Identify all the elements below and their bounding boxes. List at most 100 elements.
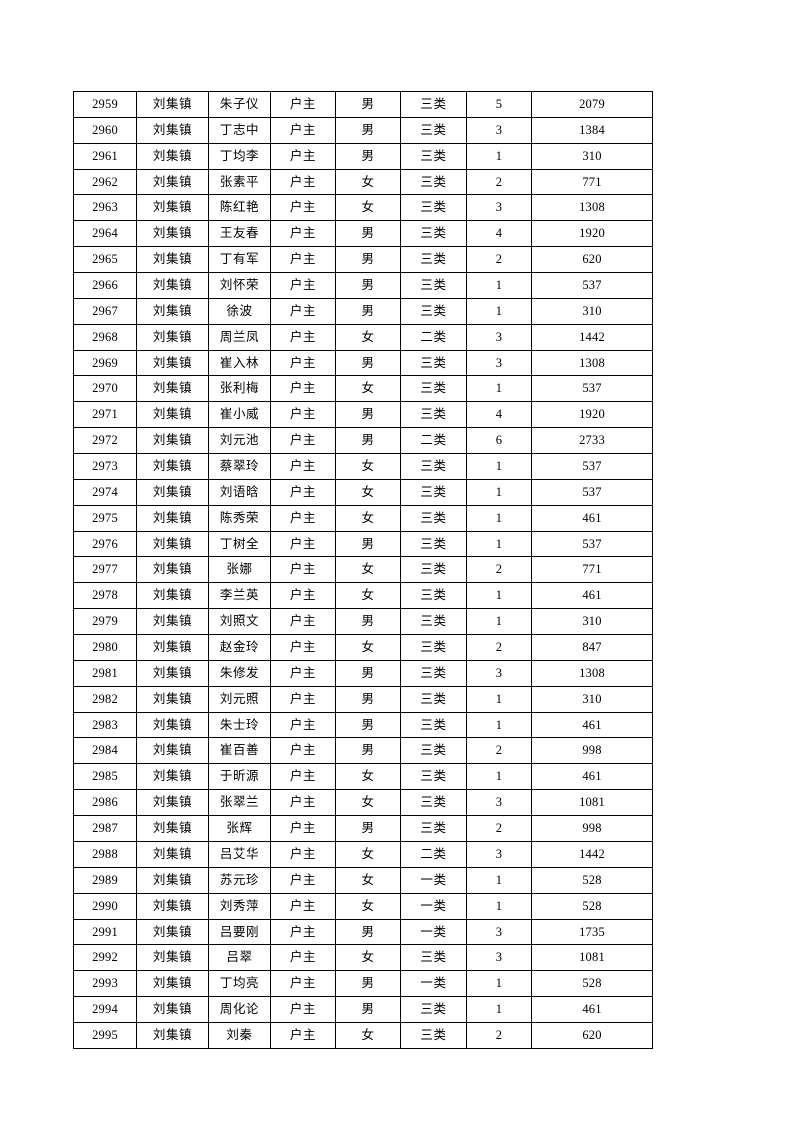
cell-amount: 461 <box>531 763 653 791</box>
cell-sequence-number: 2962 <box>73 168 137 196</box>
table-row: 2966 刘集镇 刘怀荣 户主男三类 1 537 <box>73 272 653 299</box>
cell-sequence-number: 2979 <box>73 608 137 636</box>
cell-gender: 男 <box>335 246 401 274</box>
cell-person-name: 陈秀荣 <box>208 504 271 532</box>
cell-household-size: 3 <box>466 194 532 222</box>
cell-relationship: 户主 <box>270 685 336 713</box>
cell-sequence-number: 2976 <box>73 530 137 558</box>
cell-amount: 1735 <box>531 918 653 946</box>
cell-sequence-number: 2992 <box>73 944 137 972</box>
cell-gender: 男 <box>335 608 401 636</box>
cell-gender: 女 <box>335 556 401 584</box>
cell-amount: 998 <box>531 815 653 842</box>
cell-category: 一类 <box>400 866 467 894</box>
cell-relationship: 户主 <box>270 504 336 532</box>
cell-category: 二类 <box>400 427 467 455</box>
table-row: 2959 刘集镇 朱子仪 户主男三类 5 2079 <box>73 91 653 118</box>
table-row: 2964 刘集镇 王友春 户主男三类 4 1920 <box>73 220 653 248</box>
table-row: 2984 刘集镇 崔百善 户主男三类 2 998 <box>73 737 653 765</box>
cell-sequence-number: 2995 <box>73 1021 137 1049</box>
cell-household-size: 1 <box>466 582 532 610</box>
cell-category: 三类 <box>400 789 467 817</box>
cell-sequence-number: 2978 <box>73 582 137 610</box>
cell-relationship: 户主 <box>270 608 336 636</box>
cell-person-name: 赵金玲 <box>208 634 271 661</box>
cell-person-name: 刘元照 <box>208 685 271 713</box>
table-row: 2983 刘集镇 朱士玲 户主男三类 1 461 <box>73 711 653 739</box>
table-row: 2973 刘集镇 蔡翠玲 户主女三类 1 537 <box>73 453 653 480</box>
cell-person-name: 崔百善 <box>208 737 271 765</box>
cell-township: 刘集镇 <box>136 194 209 222</box>
cell-household-size: 1 <box>466 996 532 1023</box>
cell-amount: 461 <box>531 711 653 739</box>
cell-household-size: 1 <box>466 478 532 506</box>
cell-sequence-number: 2969 <box>73 349 137 377</box>
cell-household-size: 1 <box>466 453 532 480</box>
cell-category: 三类 <box>400 453 467 480</box>
cell-household-size: 1 <box>466 504 532 532</box>
cell-township: 刘集镇 <box>136 1021 209 1049</box>
cell-township: 刘集镇 <box>136 789 209 817</box>
cell-relationship: 户主 <box>270 272 336 299</box>
cell-gender: 女 <box>335 840 401 868</box>
cell-category: 三类 <box>400 634 467 661</box>
cell-amount: 1081 <box>531 789 653 817</box>
cell-person-name: 张翠兰 <box>208 789 271 817</box>
cell-sequence-number: 2972 <box>73 427 137 455</box>
cell-relationship: 户主 <box>270 530 336 558</box>
cell-amount: 537 <box>531 478 653 506</box>
cell-sequence-number: 2977 <box>73 556 137 584</box>
cell-township: 刘集镇 <box>136 530 209 558</box>
cell-township: 刘集镇 <box>136 892 209 920</box>
cell-person-name: 张娜 <box>208 556 271 584</box>
cell-category: 三类 <box>400 608 467 636</box>
cell-gender: 女 <box>335 478 401 506</box>
cell-amount: 537 <box>531 272 653 299</box>
cell-sequence-number: 2985 <box>73 763 137 791</box>
cell-relationship: 户主 <box>270 401 336 429</box>
cell-category: 二类 <box>400 840 467 868</box>
cell-household-size: 3 <box>466 349 532 377</box>
cell-sequence-number: 2994 <box>73 996 137 1023</box>
cell-person-name: 徐波 <box>208 297 271 325</box>
cell-person-name: 刘语晗 <box>208 478 271 506</box>
cell-gender: 女 <box>335 504 401 532</box>
cell-household-size: 3 <box>466 840 532 868</box>
cell-township: 刘集镇 <box>136 840 209 868</box>
table-row: 2989 刘集镇 苏元珍 户主女一类 1 528 <box>73 866 653 894</box>
cell-person-name: 丁树全 <box>208 530 271 558</box>
cell-relationship: 户主 <box>270 659 336 687</box>
cell-household-size: 1 <box>466 763 532 791</box>
cell-township: 刘集镇 <box>136 453 209 480</box>
cell-gender: 男 <box>335 272 401 299</box>
cell-sequence-number: 2980 <box>73 634 137 661</box>
cell-relationship: 户主 <box>270 840 336 868</box>
cell-person-name: 崔小威 <box>208 401 271 429</box>
cell-category: 三类 <box>400 272 467 299</box>
cell-category: 三类 <box>400 556 467 584</box>
cell-gender: 男 <box>335 220 401 248</box>
cell-gender: 女 <box>335 789 401 817</box>
cell-person-name: 刘秀萍 <box>208 892 271 920</box>
cell-relationship: 户主 <box>270 297 336 325</box>
cell-township: 刘集镇 <box>136 116 209 144</box>
cell-relationship: 户主 <box>270 970 336 998</box>
cell-household-size: 2 <box>466 168 532 196</box>
cell-category: 三类 <box>400 142 467 170</box>
cell-category: 三类 <box>400 1021 467 1049</box>
cell-relationship: 户主 <box>270 349 336 377</box>
cell-person-name: 丁均李 <box>208 142 271 170</box>
cell-gender: 男 <box>335 530 401 558</box>
cell-relationship: 户主 <box>270 892 336 920</box>
cell-amount: 1081 <box>531 944 653 972</box>
cell-sequence-number: 2984 <box>73 737 137 765</box>
cell-gender: 女 <box>335 375 401 403</box>
table-row: 2981 刘集镇 朱修发 户主男三类 3 1308 <box>73 659 653 687</box>
cell-household-size: 2 <box>466 246 532 274</box>
cell-household-size: 4 <box>466 401 532 429</box>
cell-relationship: 户主 <box>270 789 336 817</box>
cell-category: 三类 <box>400 944 467 972</box>
cell-gender: 女 <box>335 323 401 351</box>
cell-sequence-number: 2981 <box>73 659 137 687</box>
table-row: 2987 刘集镇 张辉 户主男三类 2 998 <box>73 815 653 842</box>
